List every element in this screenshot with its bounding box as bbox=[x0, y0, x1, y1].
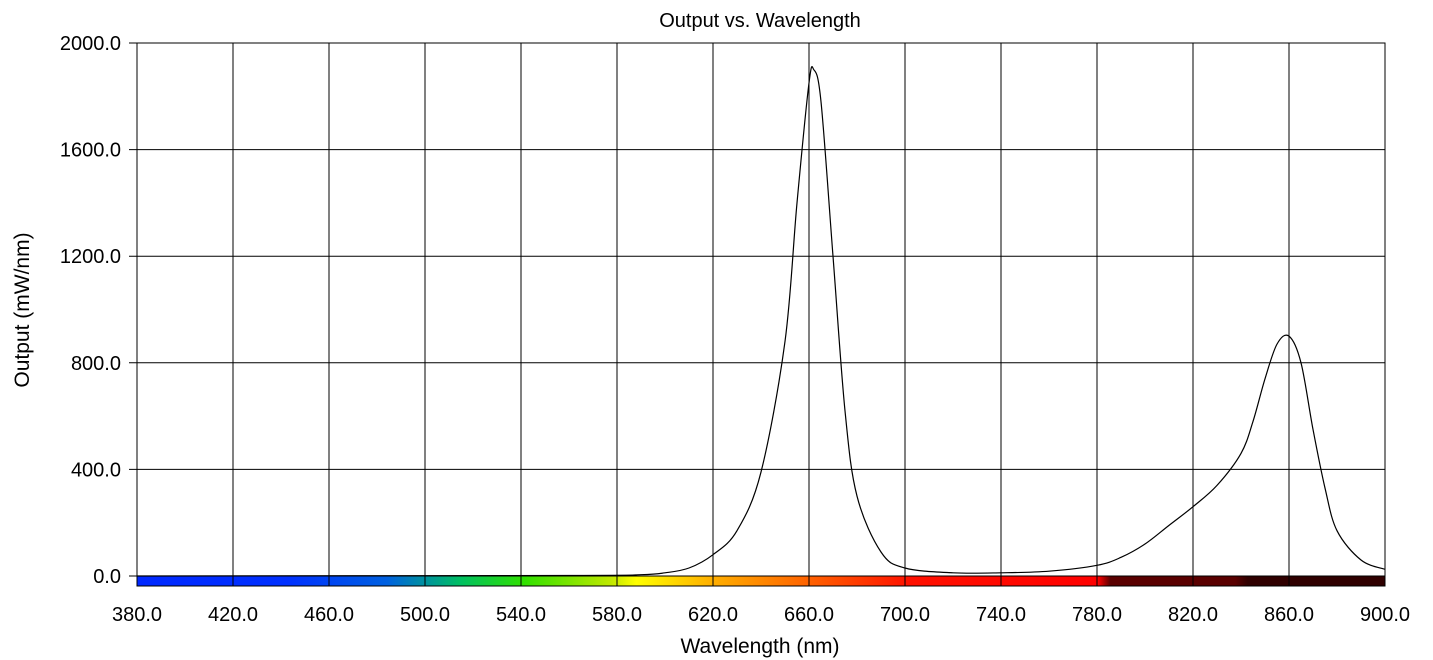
x-tick-label: 700.0 bbox=[880, 604, 930, 626]
y-tick-label: 1200.0 bbox=[60, 246, 121, 268]
x-axis-title: Wavelength (nm) bbox=[680, 635, 839, 658]
y-tick-label: 2000.0 bbox=[60, 33, 121, 55]
y-tick-label: 800.0 bbox=[71, 353, 121, 375]
grid-lines bbox=[129, 42, 1386, 586]
chart-title: Output vs. Wavelength bbox=[659, 10, 861, 32]
x-axis-ticks: 380.0 420.0 460.0 500.0 540.0 580.0 620.0 660.0… bbox=[112, 604, 1410, 626]
y-axis-ticks: 0.0 400.0 800.0 1200.0 1600.0 2000.0 bbox=[60, 33, 121, 588]
x-tick-label: 380.0 bbox=[112, 604, 162, 626]
y-tick-label: 400.0 bbox=[71, 459, 121, 481]
x-tick-label: 500.0 bbox=[400, 604, 450, 626]
x-tick-label: 860.0 bbox=[1264, 604, 1314, 626]
x-tick-label: 460.0 bbox=[304, 604, 354, 626]
y-tick-label: 1600.0 bbox=[60, 140, 121, 162]
x-tick-label: 740.0 bbox=[976, 604, 1026, 626]
x-tick-label: 620.0 bbox=[688, 604, 738, 626]
x-tick-label: 900.0 bbox=[1360, 604, 1410, 626]
y-tick-label: 0.0 bbox=[93, 566, 121, 588]
x-tick-label: 780.0 bbox=[1072, 604, 1122, 626]
x-tick-label: 580.0 bbox=[592, 604, 642, 626]
x-tick-label: 540.0 bbox=[496, 604, 546, 626]
series-line-output bbox=[136, 66, 1386, 577]
x-tick-label: 420.0 bbox=[208, 604, 258, 626]
x-tick-label: 820.0 bbox=[1168, 604, 1218, 626]
spectrum-bar bbox=[137, 576, 1385, 586]
plot-area-border bbox=[136, 42, 1386, 587]
x-tick-label: 660.0 bbox=[784, 604, 834, 626]
y-axis-title: Output (mW/nm) bbox=[11, 232, 34, 387]
